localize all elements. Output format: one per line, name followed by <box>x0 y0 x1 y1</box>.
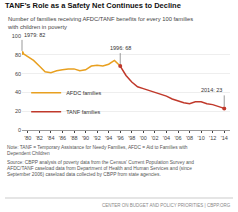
svg-text:'04: '04 <box>163 135 170 141</box>
svg-text:'94: '94 <box>105 135 112 141</box>
svg-text:'80: '80 <box>24 135 31 141</box>
svg-text:80: 80 <box>15 52 21 58</box>
svg-text:TANF’s Role as a Safety Net Co: TANF’s Role as a Safety Net Continues to… <box>5 1 181 10</box>
svg-text:20: 20 <box>15 108 21 114</box>
svg-text:TANF families: TANF families <box>66 109 100 115</box>
svg-text:0: 0 <box>18 127 21 133</box>
svg-text:1996: 68: 1996: 68 <box>110 45 131 51</box>
svg-text:Number of families receiving A: Number of families receiving AFDC/TANF b… <box>7 16 193 30</box>
svg-text:'86: '86 <box>59 135 66 141</box>
svg-text:Note: TANF = Temporary Assista: Note: TANF = Temporary Assistance for Ne… <box>7 145 188 156</box>
svg-text:'08: '08 <box>186 135 193 141</box>
svg-text:'02: '02 <box>151 135 158 141</box>
svg-text:1979: 82: 1979: 82 <box>24 32 45 38</box>
svg-text:Source: CBPP analysis of pover: Source: CBPP analysis of poverty data fr… <box>7 160 194 177</box>
svg-text:'84: '84 <box>47 135 54 141</box>
svg-text:'00: '00 <box>140 135 147 141</box>
svg-text:'90: '90 <box>82 135 89 141</box>
svg-text:2014: 23: 2014: 23 <box>201 87 222 93</box>
svg-text:CENTER ON BUDGET AND POLICY PR: CENTER ON BUDGET AND POLICY PRIORITIES |… <box>102 203 231 208</box>
svg-text:40: 40 <box>15 89 21 95</box>
svg-text:'82: '82 <box>36 135 43 141</box>
svg-text:'10: '10 <box>198 135 205 141</box>
svg-text:'92: '92 <box>94 135 101 141</box>
svg-text:'14: '14 <box>221 135 228 141</box>
svg-text:AFDC families: AFDC families <box>66 90 101 96</box>
svg-text:'06: '06 <box>174 135 181 141</box>
svg-text:'12: '12 <box>209 135 216 141</box>
svg-text:'96: '96 <box>117 135 124 141</box>
svg-text:'98: '98 <box>128 135 135 141</box>
svg-text:'88: '88 <box>70 135 77 141</box>
svg-text:100: 100 <box>12 33 21 39</box>
svg-text:60: 60 <box>15 71 21 77</box>
